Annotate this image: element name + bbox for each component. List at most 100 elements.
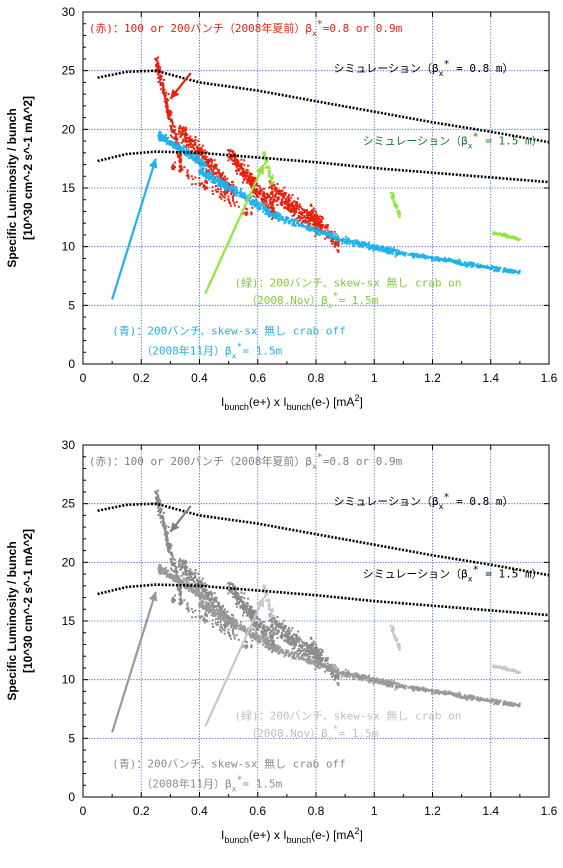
scatter-point bbox=[255, 182, 258, 185]
scatter-point bbox=[265, 210, 268, 213]
scatter-point bbox=[349, 240, 352, 243]
scatter-point bbox=[317, 649, 320, 652]
scatter-point bbox=[262, 627, 265, 630]
scatter-point bbox=[233, 188, 236, 191]
scatter-point bbox=[201, 149, 204, 152]
scatter-point bbox=[165, 542, 168, 545]
scatter-point bbox=[241, 608, 244, 611]
scatter-point bbox=[157, 571, 160, 574]
scatter-point bbox=[440, 257, 443, 260]
scatter-point bbox=[174, 599, 177, 602]
scatter-point bbox=[280, 626, 283, 629]
scatter-point bbox=[268, 199, 271, 202]
scatter-point bbox=[273, 184, 276, 187]
scatter-point bbox=[161, 570, 164, 573]
scatter-point bbox=[178, 587, 181, 590]
scatter-point bbox=[219, 193, 222, 196]
scatter-point bbox=[330, 232, 333, 235]
scatter-point bbox=[163, 88, 166, 91]
scatter-point bbox=[170, 144, 173, 147]
scatter-point bbox=[385, 251, 388, 254]
scatter-point bbox=[391, 249, 394, 252]
scatter-point bbox=[166, 107, 169, 110]
annotation-tail: = 1.5 m） bbox=[479, 135, 543, 148]
scatter-point bbox=[198, 591, 201, 594]
scatter-point bbox=[204, 596, 207, 599]
scatter-point bbox=[271, 215, 274, 218]
scatter-point bbox=[258, 622, 261, 625]
scatter-point bbox=[439, 258, 442, 261]
scatter-point bbox=[167, 549, 170, 552]
scatter-point bbox=[188, 152, 191, 155]
scatter-point bbox=[283, 222, 286, 225]
scatter-point bbox=[184, 579, 187, 582]
scatter-point bbox=[265, 204, 268, 207]
scatter-point bbox=[265, 626, 268, 629]
scatter-point bbox=[483, 266, 486, 269]
scatter-point bbox=[276, 183, 279, 186]
scatter-point bbox=[226, 189, 229, 192]
scatter-point bbox=[178, 563, 181, 566]
scatter-point bbox=[157, 501, 160, 504]
scatter-point bbox=[192, 147, 195, 150]
scatter-point bbox=[297, 224, 300, 227]
scatter-point bbox=[299, 219, 302, 222]
scatter-point bbox=[392, 249, 395, 252]
scatter-point bbox=[309, 650, 312, 653]
annotation-tail: = 1.5m bbox=[339, 294, 379, 307]
scatter-point bbox=[267, 627, 270, 630]
scatter-point bbox=[292, 222, 295, 225]
scatter-point bbox=[295, 205, 298, 208]
scatter-point bbox=[284, 192, 287, 195]
scatter-point bbox=[407, 253, 410, 256]
scatter-point bbox=[204, 177, 207, 180]
scatter-point bbox=[168, 118, 171, 121]
scatter-point bbox=[162, 515, 165, 518]
scatter-point bbox=[166, 104, 169, 107]
scatter-point bbox=[214, 180, 217, 183]
scatter-point bbox=[161, 137, 164, 140]
scatter-point bbox=[176, 570, 179, 573]
scatter-point bbox=[271, 637, 274, 640]
scatter-point bbox=[179, 592, 182, 595]
scatter-point bbox=[312, 643, 315, 646]
scatter-point bbox=[198, 610, 201, 613]
scatter-point bbox=[208, 175, 211, 178]
scatter-point bbox=[160, 135, 163, 138]
scatter-point bbox=[337, 682, 340, 685]
scatter-point bbox=[276, 216, 279, 219]
scatter-point bbox=[257, 641, 260, 644]
scatter-point bbox=[496, 270, 499, 273]
scatter-point bbox=[180, 169, 183, 172]
scatter-point bbox=[179, 568, 182, 571]
scatter-point bbox=[303, 225, 306, 228]
scatter-point bbox=[188, 150, 191, 153]
scatter-point bbox=[502, 269, 505, 272]
scatter-point bbox=[311, 645, 314, 648]
scatter-point bbox=[489, 266, 492, 269]
scatter-point bbox=[270, 206, 273, 209]
scatter-point bbox=[199, 595, 202, 598]
scatter-point bbox=[252, 176, 255, 179]
scatter-point bbox=[222, 624, 225, 627]
scatter-point bbox=[335, 236, 338, 239]
scatter-point bbox=[194, 135, 197, 138]
scatter-point bbox=[188, 590, 191, 593]
scatter-point bbox=[268, 627, 271, 630]
scatter-point bbox=[271, 192, 274, 195]
scatter-point bbox=[361, 241, 364, 244]
scatter-point bbox=[394, 248, 397, 251]
scatter-point bbox=[220, 173, 223, 176]
scatter-point bbox=[234, 588, 237, 591]
scatter-point bbox=[358, 243, 361, 246]
scatter-point bbox=[386, 247, 389, 250]
scatter-point bbox=[334, 243, 337, 246]
scatter-point bbox=[181, 579, 184, 582]
scatter-point bbox=[259, 203, 262, 206]
scatter-point bbox=[316, 231, 319, 234]
scatter-point bbox=[222, 609, 225, 612]
scatter-point bbox=[160, 521, 163, 524]
scatter-point bbox=[293, 643, 296, 646]
scatter-point bbox=[279, 218, 282, 221]
scatter-point bbox=[178, 145, 181, 148]
